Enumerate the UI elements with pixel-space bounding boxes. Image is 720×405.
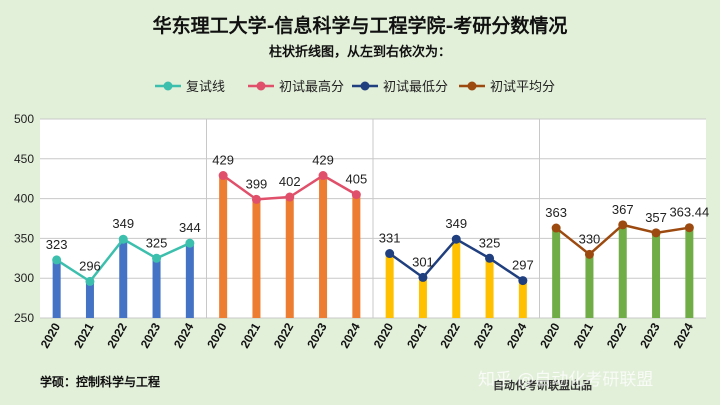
data-label: 357 bbox=[645, 210, 667, 225]
data-label: 402 bbox=[279, 174, 301, 189]
bar bbox=[352, 194, 361, 318]
chart-title: 华东理工大学-信息科学与工程学院-考研分数情况 bbox=[153, 14, 568, 37]
bar bbox=[385, 253, 394, 318]
legend-item-2: 初试最高分 bbox=[248, 79, 344, 95]
data-point bbox=[152, 253, 162, 263]
bar bbox=[518, 280, 527, 318]
legend-label: 初试平均分 bbox=[490, 80, 555, 95]
data-label: 349 bbox=[445, 216, 467, 231]
bar bbox=[418, 277, 427, 318]
bar bbox=[585, 254, 594, 318]
data-point bbox=[85, 276, 95, 286]
bar bbox=[552, 228, 561, 318]
footer-publisher-label: 自动化考研联盟出品 bbox=[493, 378, 592, 392]
data-label: 399 bbox=[246, 176, 268, 191]
chart-subtitle: 柱状折线图，从左到右依次为： bbox=[269, 44, 451, 60]
data-point bbox=[584, 249, 594, 259]
data-label: 429 bbox=[312, 153, 334, 168]
data-point bbox=[118, 234, 128, 244]
bar bbox=[52, 259, 61, 318]
data-label: 296 bbox=[79, 258, 101, 273]
data-label: 325 bbox=[146, 235, 168, 250]
bar bbox=[252, 199, 261, 318]
legend-item-3: 初试最低分 bbox=[352, 80, 448, 95]
bar bbox=[652, 232, 661, 318]
bar bbox=[485, 258, 494, 318]
data-point bbox=[385, 249, 395, 259]
bar bbox=[152, 258, 161, 318]
data-point bbox=[518, 276, 528, 286]
data-label: 363 bbox=[545, 205, 567, 220]
data-point bbox=[684, 223, 694, 233]
bar bbox=[685, 227, 694, 318]
data-label: 297 bbox=[512, 258, 534, 273]
bar bbox=[285, 197, 294, 318]
data-label: 367 bbox=[612, 202, 634, 217]
legend-marker-swatch bbox=[163, 81, 173, 91]
watermark: 知乎 @自动化考研联盟 bbox=[478, 370, 653, 390]
y-tick-label: 450 bbox=[14, 152, 34, 166]
data-point bbox=[351, 190, 361, 200]
legend-item-4: 初试平均分 bbox=[459, 80, 555, 95]
legend-marker-swatch bbox=[467, 81, 477, 91]
y-tick-label: 400 bbox=[14, 192, 34, 206]
legend-marker-swatch bbox=[256, 81, 266, 91]
data-label: 344 bbox=[179, 220, 201, 235]
y-tick-label: 300 bbox=[14, 271, 34, 285]
data-label: 405 bbox=[345, 172, 367, 187]
data-point bbox=[551, 223, 561, 233]
data-point bbox=[251, 194, 261, 204]
bar bbox=[85, 281, 94, 318]
y-tick-label: 500 bbox=[14, 112, 34, 126]
data-point bbox=[185, 238, 195, 248]
bar bbox=[119, 239, 128, 318]
data-point bbox=[318, 171, 328, 181]
data-label: 331 bbox=[379, 231, 401, 246]
data-point bbox=[418, 272, 428, 282]
data-point bbox=[52, 255, 62, 265]
data-point bbox=[451, 234, 461, 244]
bar bbox=[219, 175, 228, 318]
legend-label: 初试最高分 bbox=[279, 79, 344, 95]
data-point bbox=[651, 228, 661, 238]
legend: 复试线 初试最高分 初试最低分 初试平均分 bbox=[155, 79, 555, 95]
legend-label: 复试线 bbox=[186, 80, 225, 95]
bar bbox=[452, 239, 461, 318]
legend-marker-swatch bbox=[360, 81, 370, 91]
data-label: 325 bbox=[479, 235, 501, 250]
bar bbox=[618, 224, 627, 318]
bar bbox=[185, 243, 194, 318]
data-point bbox=[218, 171, 228, 181]
data-label: 429 bbox=[212, 153, 234, 168]
data-label: 330 bbox=[579, 231, 601, 246]
bar bbox=[319, 175, 328, 318]
legend-label: 初试最低分 bbox=[383, 80, 448, 95]
data-point bbox=[618, 220, 628, 230]
data-label: 363.44 bbox=[669, 205, 709, 220]
data-point bbox=[485, 253, 495, 263]
footer-major-label: 学硕：控制科学与工程 bbox=[40, 374, 160, 389]
y-tick-label: 350 bbox=[14, 231, 34, 245]
legend-item-1: 复试线 bbox=[155, 80, 225, 95]
data-label: 323 bbox=[46, 237, 68, 252]
data-label: 301 bbox=[412, 254, 434, 269]
data-point bbox=[285, 192, 295, 202]
y-tick-label: 250 bbox=[14, 311, 34, 325]
data-label: 349 bbox=[112, 216, 134, 231]
